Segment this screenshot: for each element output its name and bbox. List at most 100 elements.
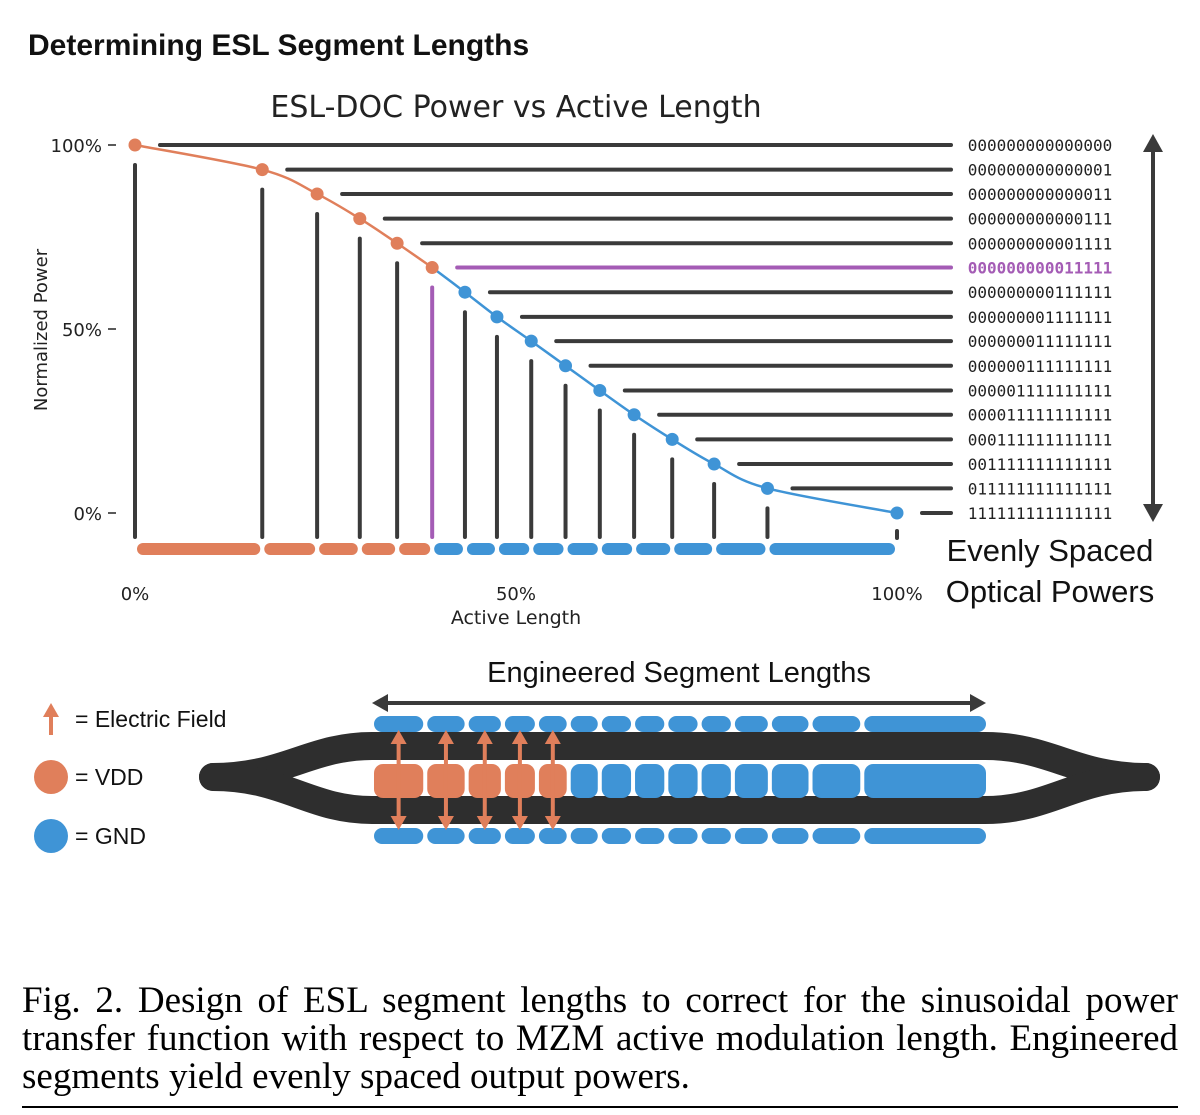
bit-code: 000000111111111 <box>968 357 1113 376</box>
bit-code: 000000011111111 <box>968 332 1113 351</box>
arrow-right-head-icon <box>970 694 986 712</box>
bit-code: 111111111111111 <box>968 504 1113 523</box>
bottom-ground-segment <box>468 828 501 844</box>
vdd-power-curve <box>134 143 433 269</box>
data-point <box>707 457 721 471</box>
bit-code: 000000000001111 <box>968 234 1113 253</box>
data-point <box>458 285 472 299</box>
top-ground-segment <box>812 716 861 732</box>
x-axis-label: Active Length <box>451 607 581 629</box>
bottom-ground-segment <box>635 828 665 844</box>
bit-code: 000011111111111 <box>968 406 1113 425</box>
bit-code: 000111111111111 <box>968 430 1113 449</box>
bottom-ground-segment <box>668 828 698 844</box>
top-ground-segment <box>427 716 465 732</box>
bottom-ground-segment <box>734 828 768 844</box>
bit-code: 000000000000011 <box>968 185 1113 204</box>
top-ground-segment <box>468 716 501 732</box>
annotation-text: Optical Powers <box>946 574 1154 609</box>
x-tick-label: 0% <box>121 584 150 605</box>
arrow-down-icon <box>390 816 407 830</box>
bit-code: 000001111111111 <box>968 381 1113 400</box>
arrow-up-head-icon <box>1143 134 1163 152</box>
data-point <box>390 236 404 250</box>
x-tick-label: 50% <box>496 584 536 605</box>
data-point <box>593 383 607 397</box>
arrow-up-icon <box>437 730 454 744</box>
center-ground-segment <box>812 764 861 798</box>
legend-label: = VDD <box>75 764 143 790</box>
y-axis-label: Normalized Power <box>31 248 52 411</box>
data-point <box>890 506 904 520</box>
annotation-text: Evenly Spaced <box>947 533 1154 568</box>
figure-caption: Fig. 2. Design of ESL segment lengths to… <box>22 980 1178 1097</box>
y-tick-label: 50% <box>62 320 102 341</box>
top-ground-segment <box>668 716 698 732</box>
vdd-dot-icon <box>34 760 68 794</box>
center-ground-segment <box>635 764 665 798</box>
caption-rule <box>22 1106 1178 1108</box>
bottom-ground-segment <box>601 828 632 844</box>
figure-title: Determining ESL Segment Lengths <box>28 29 529 62</box>
top-ground-segment <box>635 716 665 732</box>
x-tick-label: 100% <box>871 584 922 605</box>
center-ground-segment <box>570 764 598 798</box>
top-ground-segment <box>570 716 598 732</box>
bit-code: 011111111111111 <box>968 479 1113 498</box>
arrow-up-icon <box>43 703 59 717</box>
bit-code: 000000000111111 <box>968 283 1113 302</box>
arrow-up-icon <box>544 730 561 744</box>
top-ground-segment <box>504 716 535 732</box>
top-ground-segment <box>701 716 731 732</box>
data-point <box>353 212 367 226</box>
top-ground-segment <box>864 716 986 732</box>
bit-code: 000000001111111 <box>968 308 1113 327</box>
figure-canvas: Determining ESL Segment Lengths ESL-DOC … <box>28 29 1163 853</box>
data-point <box>760 481 774 495</box>
gnd-dot-icon <box>34 819 68 853</box>
highlight-bit-code: 000000000011111 <box>968 259 1113 278</box>
arrow-down-icon <box>511 816 528 830</box>
top-ground-segment <box>538 716 567 732</box>
arrow-up-icon <box>476 730 493 744</box>
top-ground-segment <box>771 716 809 732</box>
bottom-ground-segment <box>812 828 861 844</box>
center-ground-segment <box>668 764 698 798</box>
arrow-down-icon <box>544 816 561 830</box>
top-ground-segment <box>601 716 632 732</box>
bottom-ground-segment <box>427 828 465 844</box>
y-tick-label: 0% <box>73 504 102 525</box>
bit-code: 000000000000111 <box>968 210 1113 229</box>
mzm-title: Engineered Segment Lengths <box>487 657 871 689</box>
data-point <box>559 359 573 373</box>
arrow-up-icon <box>511 730 528 744</box>
bottom-ground-segment <box>538 828 567 844</box>
bottom-ground-segment <box>570 828 598 844</box>
data-point <box>310 187 324 201</box>
bottom-ground-segment <box>374 828 424 844</box>
center-ground-segment <box>771 764 809 798</box>
arrow-left-head-icon <box>372 694 388 712</box>
waveguide-upper-arm <box>199 732 1160 791</box>
data-point <box>425 261 439 275</box>
data-point <box>524 334 538 348</box>
top-ground-segment <box>374 716 424 732</box>
data-point <box>665 432 679 446</box>
bit-code: 001111111111111 <box>968 455 1113 474</box>
data-point <box>255 163 269 177</box>
waveguide-lower-arm <box>199 763 1160 824</box>
center-ground-segment <box>734 764 768 798</box>
chart-title: ESL-DOC Power vs Active Length <box>270 90 761 125</box>
bottom-ground-segment <box>771 828 809 844</box>
legend-label: = GND <box>75 823 146 849</box>
bit-code: 000000000000001 <box>968 161 1113 180</box>
arrow-up-icon <box>390 730 407 744</box>
y-tick-label: 100% <box>51 136 102 157</box>
bottom-ground-segment <box>504 828 535 844</box>
center-ground-segment <box>864 764 986 798</box>
arrow-down-head-icon <box>1143 504 1163 522</box>
bottom-ground-segment <box>864 828 986 844</box>
top-ground-segment <box>734 716 768 732</box>
arrow-down-icon <box>437 816 454 830</box>
legend-label: = Electric Field <box>75 706 226 732</box>
